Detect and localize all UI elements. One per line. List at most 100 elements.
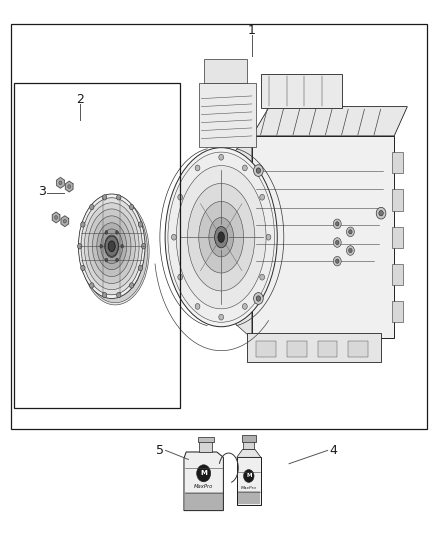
Bar [199, 83, 256, 147]
Ellipse shape [346, 227, 354, 237]
Polygon shape [57, 177, 64, 188]
Ellipse shape [349, 248, 352, 253]
Bar [242, 435, 256, 442]
Bar [247, 333, 381, 362]
Bar [392, 301, 403, 322]
Text: M: M [246, 473, 251, 479]
Text: 3: 3 [38, 185, 46, 198]
Bar [199, 441, 212, 452]
Ellipse shape [84, 203, 139, 290]
Ellipse shape [254, 165, 263, 176]
Ellipse shape [199, 201, 244, 273]
Ellipse shape [101, 229, 123, 263]
Ellipse shape [121, 244, 124, 248]
Ellipse shape [90, 211, 140, 292]
Ellipse shape [97, 223, 127, 270]
Ellipse shape [59, 181, 62, 184]
Ellipse shape [333, 238, 341, 247]
Ellipse shape [256, 296, 261, 301]
Ellipse shape [83, 200, 148, 303]
Ellipse shape [108, 241, 115, 252]
Ellipse shape [333, 256, 341, 266]
Ellipse shape [379, 211, 383, 216]
Bar [243, 441, 254, 449]
Ellipse shape [116, 231, 118, 235]
Ellipse shape [254, 293, 263, 304]
Ellipse shape [266, 235, 271, 240]
Text: MaxPro: MaxPro [241, 486, 257, 490]
Ellipse shape [102, 293, 107, 298]
Ellipse shape [105, 258, 108, 262]
Bar [392, 227, 403, 248]
Polygon shape [184, 452, 223, 511]
Ellipse shape [218, 232, 224, 243]
Ellipse shape [117, 293, 121, 298]
Ellipse shape [195, 165, 200, 171]
Ellipse shape [260, 195, 265, 200]
Ellipse shape [81, 198, 142, 295]
Bar [256, 341, 276, 357]
Bar [237, 457, 261, 505]
Ellipse shape [81, 222, 85, 227]
Ellipse shape [81, 198, 149, 305]
Bar [392, 189, 403, 211]
Text: 1: 1 [248, 25, 256, 37]
Polygon shape [52, 212, 60, 223]
Ellipse shape [138, 265, 143, 271]
Ellipse shape [117, 195, 121, 200]
Ellipse shape [243, 303, 247, 309]
Bar [198, 437, 214, 442]
Ellipse shape [100, 244, 102, 248]
Ellipse shape [219, 155, 223, 160]
Ellipse shape [336, 222, 339, 226]
Bar [287, 341, 307, 357]
Ellipse shape [102, 195, 107, 200]
Ellipse shape [215, 228, 227, 246]
Text: 2: 2 [76, 93, 84, 106]
Ellipse shape [105, 231, 108, 235]
Ellipse shape [178, 195, 183, 200]
Ellipse shape [130, 205, 134, 210]
Ellipse shape [243, 165, 247, 171]
Bar [237, 491, 260, 504]
Bar [318, 341, 337, 357]
Ellipse shape [209, 217, 233, 257]
Ellipse shape [78, 244, 82, 249]
Ellipse shape [130, 282, 134, 288]
Ellipse shape [78, 194, 145, 298]
Ellipse shape [336, 240, 339, 245]
Polygon shape [61, 216, 69, 227]
Ellipse shape [172, 235, 176, 240]
Text: 5: 5 [156, 444, 164, 457]
Bar [252, 136, 394, 338]
Polygon shape [252, 107, 407, 136]
Bar [392, 264, 403, 285]
Ellipse shape [256, 168, 261, 173]
Ellipse shape [244, 470, 254, 482]
Ellipse shape [260, 274, 265, 280]
Ellipse shape [105, 236, 118, 256]
Ellipse shape [54, 215, 58, 220]
Ellipse shape [165, 148, 277, 327]
Ellipse shape [187, 183, 255, 291]
Bar [14, 83, 180, 408]
Ellipse shape [63, 220, 67, 223]
Ellipse shape [67, 185, 71, 189]
Ellipse shape [333, 219, 341, 229]
Ellipse shape [219, 314, 223, 320]
Ellipse shape [346, 246, 354, 255]
Bar [348, 341, 368, 357]
Bar [204, 59, 247, 83]
Bar [185, 492, 223, 510]
Text: MaxPro: MaxPro [194, 484, 213, 489]
Ellipse shape [195, 303, 200, 309]
Bar [261, 74, 342, 108]
Bar [11, 24, 427, 429]
Ellipse shape [376, 207, 386, 219]
Ellipse shape [89, 282, 94, 288]
Ellipse shape [105, 235, 119, 257]
Ellipse shape [168, 152, 275, 322]
Bar [392, 152, 403, 173]
Polygon shape [237, 449, 261, 457]
Ellipse shape [197, 465, 211, 482]
